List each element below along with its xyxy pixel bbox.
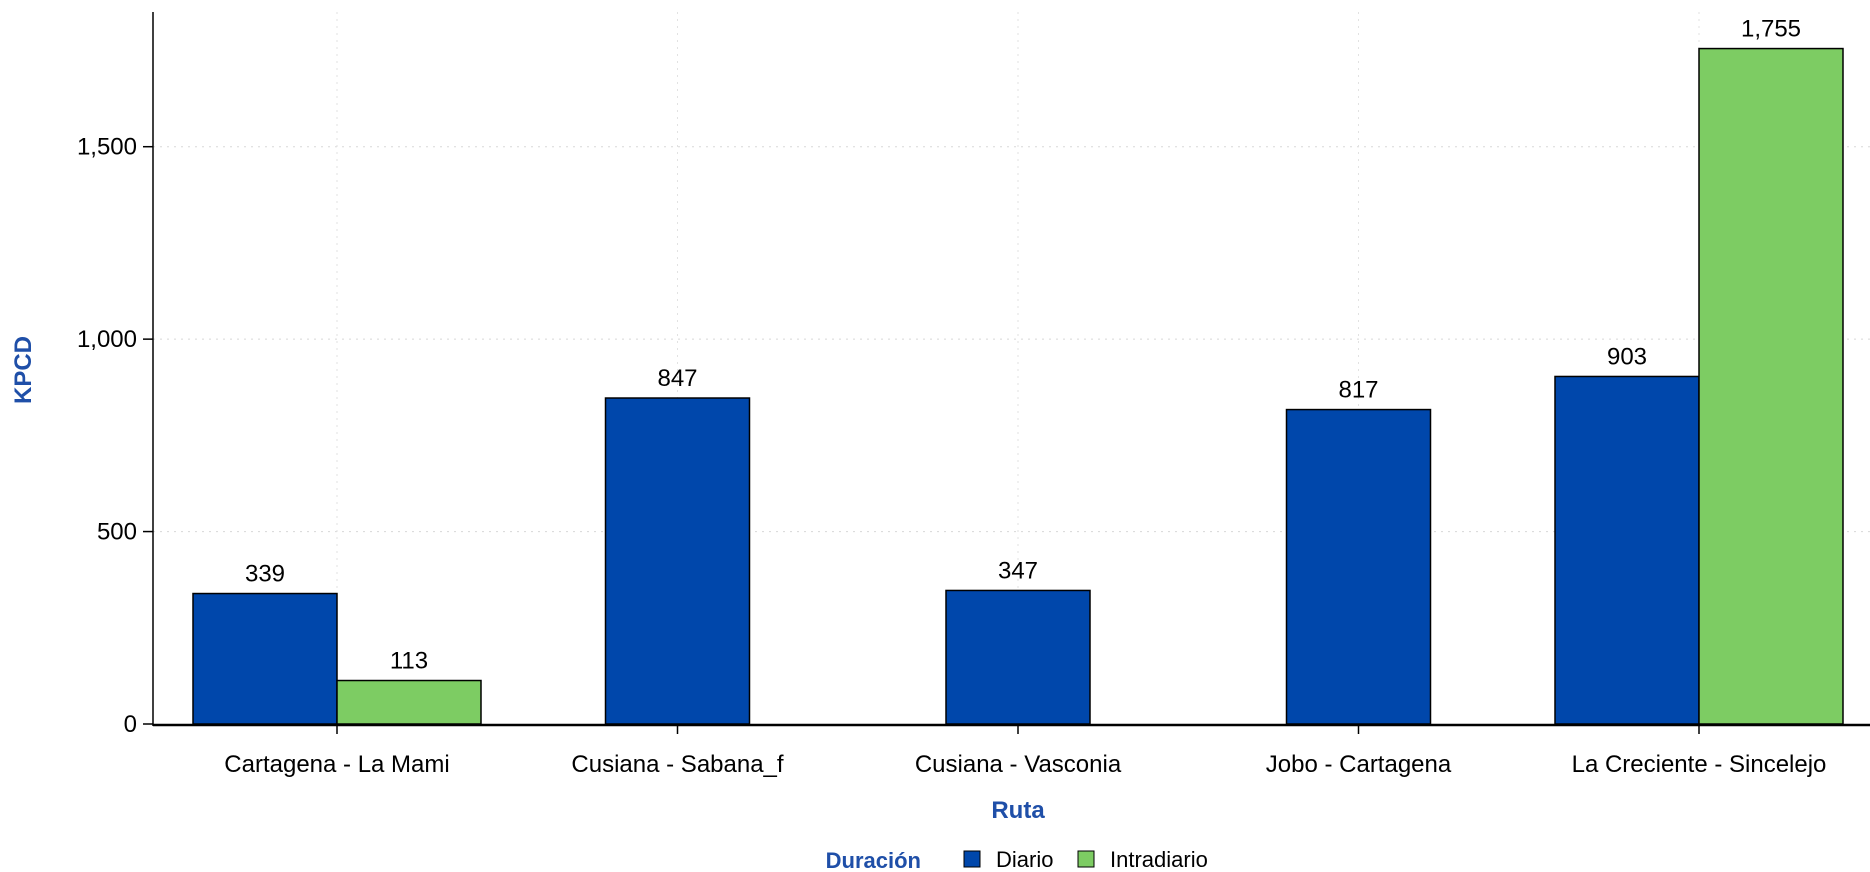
legend-title: Duración xyxy=(826,848,921,872)
y-tick-label: 1,500 xyxy=(77,134,137,161)
y-tick-label: 1,000 xyxy=(77,326,137,353)
x-tick-label: La Creciente - Sincelejo xyxy=(1572,751,1827,778)
data-label: 347 xyxy=(998,557,1038,584)
bar-diario xyxy=(1554,375,1700,725)
y-tick-label: 0 xyxy=(124,711,137,738)
bars xyxy=(192,47,1844,725)
data-labels: 339 113 847 347 817 903 1,755 xyxy=(245,16,1801,675)
data-label: 113 xyxy=(390,648,428,675)
legend: Duración Diario Intradiario xyxy=(826,847,1208,872)
data-label: 339 xyxy=(245,561,285,588)
data-label: 903 xyxy=(1607,343,1647,370)
legend-swatch-intradiario xyxy=(1077,850,1095,868)
bar-intradiario xyxy=(1698,47,1844,725)
x-tick-label: Cusiana - Vasconia xyxy=(915,751,1122,778)
bar-diario xyxy=(1285,408,1432,725)
bar-diario xyxy=(604,397,751,725)
data-label: 1,755 xyxy=(1741,16,1801,43)
data-label: 817 xyxy=(1338,377,1378,404)
bar-diario xyxy=(192,592,338,725)
y-tick-label: 500 xyxy=(97,519,137,546)
bar-diario xyxy=(945,589,1091,725)
x-tick-label: Cartagena - La Mami xyxy=(224,751,449,778)
legend-swatch-diario xyxy=(963,850,981,868)
legend-label: Intradiario xyxy=(1110,847,1208,872)
data-label: 847 xyxy=(657,365,697,392)
x-tick-label: Cusiana - Sabana_f xyxy=(571,751,783,778)
x-axis-title: Ruta xyxy=(991,797,1045,824)
x-tick-label: Jobo - Cartagena xyxy=(1266,751,1452,778)
axes: 0 500 1,000 1,500 Cartagena - La Mami Cusiana… xyxy=(77,12,1870,778)
legend-label: Diario xyxy=(996,847,1053,872)
bar-intradiario xyxy=(336,679,482,725)
y-axis-title: KPCD xyxy=(10,336,37,404)
